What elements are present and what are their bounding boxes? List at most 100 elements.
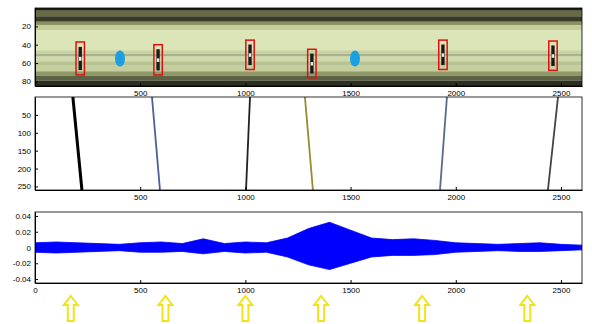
y-tick-mark: [35, 81, 38, 82]
x-axis-line: [36, 190, 583, 191]
y-axis-line: [35, 9, 36, 87]
panel-1: 500100015002000250050100150200250: [18, 97, 583, 202]
y-tick: 200: [18, 165, 38, 174]
panel-2: 05001000150020002500-0.04-0.0200.020.04: [13, 212, 583, 321]
y-tick-label: 80: [22, 77, 31, 86]
trajectory-line: [440, 97, 447, 190]
y-tick: 250: [18, 182, 38, 191]
image-band: [35, 11, 582, 17]
y-tick-mark: [35, 26, 38, 27]
plot-background: [35, 97, 582, 190]
y-tick-mark: [35, 115, 38, 116]
vehicle-light: [79, 57, 82, 61]
detection-box: [308, 49, 316, 77]
x-tick-label: 1000: [237, 193, 255, 202]
x-tick-label: 2500: [553, 286, 571, 295]
trajectory-line: [246, 97, 250, 190]
x-tick: 500: [134, 187, 148, 202]
y-tick-mark: [35, 133, 38, 134]
y-tick-mark: [35, 232, 38, 233]
y-tick: 40: [22, 41, 38, 50]
detection-box: [549, 41, 557, 70]
image-band: [35, 25, 582, 30]
event-arrow: [520, 296, 534, 321]
x-tick: 2500: [553, 83, 571, 98]
x-tick: 1000: [237, 187, 255, 202]
y-tick-label: 0.04: [15, 212, 31, 221]
vehicle-shape: [310, 54, 313, 74]
image-band: [35, 22, 582, 26]
x-tick-label: 1500: [342, 89, 360, 98]
detection-box: [439, 40, 447, 69]
y-tick-label: 250: [18, 182, 32, 191]
x-tick-mark: [140, 280, 141, 283]
plot-background: [35, 212, 582, 283]
y-tick: 20: [22, 22, 38, 31]
y-tick-mark: [35, 186, 38, 187]
y-tick: 0.02: [15, 228, 38, 237]
x-tick: 2000: [447, 280, 465, 295]
trajectory-line: [305, 97, 313, 190]
x-tick: 1500: [342, 83, 360, 98]
image-band: [35, 8, 582, 11]
y-tick-mark: [35, 63, 38, 64]
y-tick-label: 0.02: [15, 228, 31, 237]
vehicle-shape: [441, 45, 444, 66]
y-tick: 50: [22, 111, 38, 120]
y-tick-mark: [35, 216, 38, 217]
y-tick-mark: [35, 151, 38, 152]
x-tick-mark: [456, 280, 457, 283]
event-arrow: [238, 296, 252, 321]
plot-area: [35, 8, 582, 86]
y-tick-mark: [35, 169, 38, 170]
trajectory-line: [152, 97, 160, 190]
event-arrow: [415, 296, 429, 321]
vehicle-light: [442, 53, 445, 57]
image-band: [35, 80, 582, 86]
image-band: [35, 30, 582, 50]
marker-ellipse: [115, 50, 125, 66]
y-axis: 50100150200250: [18, 98, 38, 192]
y-tick-mark: [35, 45, 38, 46]
x-tick-mark: [561, 83, 562, 86]
y-tick-label: 60: [22, 59, 31, 68]
plot-frame: [35, 97, 582, 190]
y-tick-label: -0.02: [13, 259, 32, 268]
x-tick-label: 0: [33, 286, 38, 295]
y-tick-label: 0: [27, 244, 32, 253]
y-tick-label: 50: [22, 111, 31, 120]
y-tick-mark: [35, 279, 38, 280]
vehicle-shape: [156, 49, 159, 70]
plot-frame: [35, 212, 582, 283]
x-axis: 5001000150020002500: [36, 187, 583, 202]
y-tick-label: 100: [18, 129, 32, 138]
y-tick: 80: [22, 77, 38, 86]
marker-ellipse: [350, 50, 360, 66]
x-tick-label: 2500: [553, 193, 571, 202]
x-tick: 1000: [237, 83, 255, 98]
y-tick: 0: [27, 244, 38, 253]
x-tick: 1500: [342, 187, 360, 202]
x-tick-mark: [245, 187, 246, 190]
y-tick: 60: [22, 59, 38, 68]
x-tick-label: 2500: [553, 89, 571, 98]
x-tick-mark: [351, 83, 352, 86]
image-band: [35, 71, 582, 76]
x-tick-mark: [561, 280, 562, 283]
y-tick: 0.04: [15, 212, 38, 221]
x-tick-mark: [456, 83, 457, 86]
x-axis-line: [36, 283, 583, 284]
y-tick-label: -0.04: [13, 275, 32, 284]
vehicle-light: [311, 62, 314, 65]
y-tick: 100: [18, 129, 38, 138]
x-tick-mark: [245, 280, 246, 283]
y-tick: -0.04: [13, 275, 38, 284]
vehicle-shape: [551, 45, 554, 66]
vehicle-light: [157, 58, 160, 62]
x-tick-mark: [351, 280, 352, 283]
trajectory-line: [73, 97, 82, 190]
x-tick-label: 2000: [447, 89, 465, 98]
x-axis: 5001000150020002500: [36, 83, 583, 98]
x-tick: 500: [134, 280, 148, 295]
vehicle-shape: [79, 47, 82, 70]
